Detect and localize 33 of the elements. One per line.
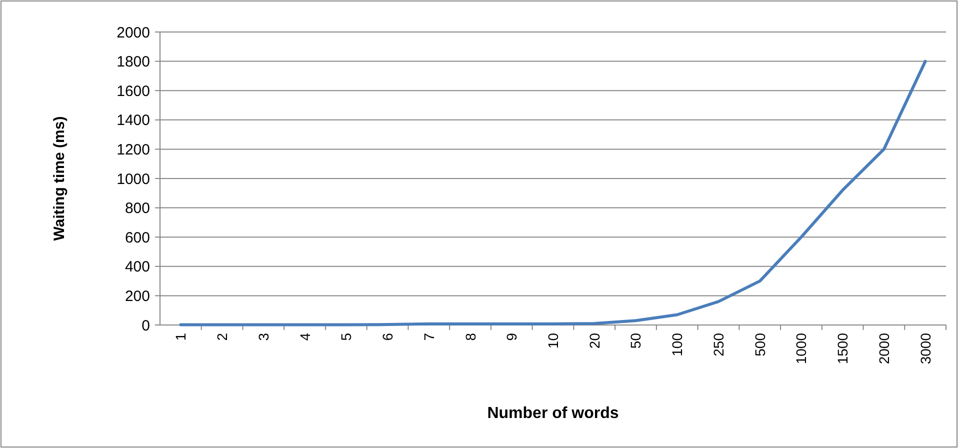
x-tick-label: 1500 <box>834 332 851 364</box>
x-tick-label: 2000 <box>876 332 892 364</box>
line-series <box>179 60 927 326</box>
y-tick-label: 1000 <box>116 170 150 188</box>
x-tick-label: 7 <box>420 332 437 341</box>
x-tick-label: 500 <box>752 332 768 356</box>
x-tick-label: 250 <box>710 332 726 356</box>
x-tick-label: 1 <box>172 332 189 341</box>
y-tick-label: 0 <box>142 317 150 334</box>
x-tick-label: 50 <box>628 332 644 349</box>
y-tick-label: 400 <box>124 258 150 276</box>
x-axis-title: Number of words <box>487 405 619 422</box>
y-tick-label: 800 <box>124 200 150 218</box>
x-tick-label: 5 <box>338 332 354 341</box>
y-tick-label: 1800 <box>116 54 150 71</box>
y-tick-label: 1600 <box>116 82 150 100</box>
y-tick-label: 1400 <box>116 112 150 130</box>
x-tick-label: 1000 <box>793 332 810 364</box>
y-tick-label: 2000 <box>116 24 150 42</box>
x-tick-label: 8 <box>462 332 478 341</box>
y-axis-title: Waiting time (ms) <box>51 116 68 241</box>
x-tick-label: 3000 <box>917 332 934 364</box>
x-tick-label: 2 <box>214 332 230 341</box>
x-tick-label: 10 <box>545 332 561 349</box>
x-tick-label: 4 <box>296 332 313 341</box>
y-tick-label: 600 <box>124 229 150 246</box>
y-tick-label: 200 <box>124 288 150 305</box>
x-tick-label: 3 <box>255 332 272 341</box>
x-tick-label: 9 <box>504 332 520 341</box>
x-tick-label: 20 <box>586 332 602 349</box>
y-tick-label: 1200 <box>116 141 150 158</box>
x-tick-label: 6 <box>380 332 396 341</box>
x-tick-label: 100 <box>669 332 686 356</box>
